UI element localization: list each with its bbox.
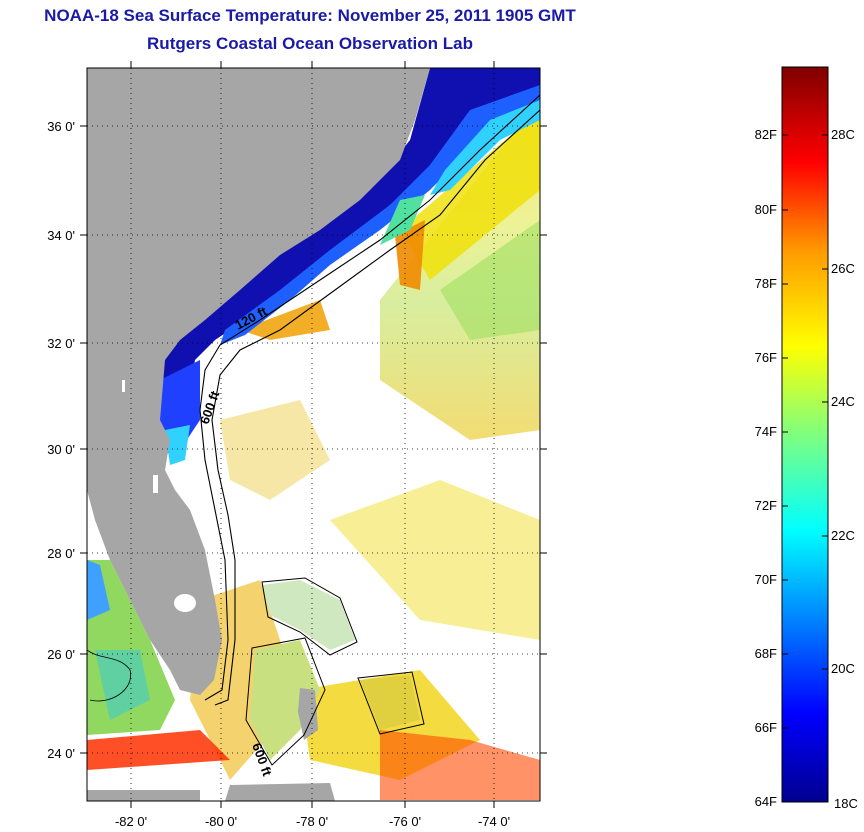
cbar-f-76: 76F: [755, 350, 777, 365]
eleuthera-contour: [357, 671, 425, 735]
map-frame: [86, 67, 541, 802]
lon-label-74: -74 0': [478, 814, 510, 829]
cbar-f-68: 68F: [755, 646, 777, 661]
lat-label-28: 28 0': [47, 546, 75, 561]
contour-600ft-line: [211, 109, 540, 706]
gulf-contour: [87, 649, 132, 702]
cbar-f-74: 74F: [755, 424, 777, 439]
lon-label-80: -80 0': [205, 814, 237, 829]
longitude-labels: -82 0' -80 0' -78 0' -76 0' -74 0': [115, 814, 510, 829]
lat-label-24: 24 0': [47, 746, 75, 761]
cbar-f-80: 80F: [755, 202, 777, 217]
cbar-c-18: 18C: [834, 796, 858, 811]
lat-label-30: 30 0': [47, 442, 75, 457]
land-masses: [87, 68, 430, 801]
cbar-c-26: 26C: [831, 261, 855, 276]
map-ticks: [80, 61, 547, 808]
cbar-f-64: 64F: [755, 794, 777, 809]
cbar-c-24: 24C: [831, 394, 855, 409]
bathymetry-contours: [87, 94, 540, 766]
lat-label-32: 32 0': [47, 336, 75, 351]
colorbar: [781, 66, 829, 803]
lon-label-76: -76 0': [389, 814, 421, 829]
colorbar-ticks: [782, 134, 828, 729]
lat-label-26: 26 0': [47, 647, 75, 662]
great-bahama-bank-contour: [245, 637, 326, 766]
lon-label-82: -82 0': [115, 814, 147, 829]
graticule: [87, 68, 540, 801]
cbar-f-72: 72F: [755, 498, 777, 513]
map-title: NOAA-18 Sea Surface Temperature: Novembe…: [44, 6, 576, 25]
contour-120ft-line: [199, 94, 540, 701]
cbar-f-82: 82F: [755, 127, 777, 142]
cbar-c-20: 20C: [831, 661, 855, 676]
map-subtitle: Rutgers Coastal Ocean Observation Lab: [147, 34, 473, 53]
lon-label-78: -78 0': [296, 814, 328, 829]
cbar-f-78: 78F: [755, 276, 777, 291]
lat-label-36: 36 0': [47, 119, 75, 134]
cbar-c-22: 22C: [831, 528, 855, 543]
colorbar-fahrenheit-labels: 64F 66F 68F 70F 72F 74F 76F 78F 80F 82F: [755, 127, 777, 809]
latitude-labels: 36 0' 34 0' 32 0' 30 0' 28 0' 26 0' 24 0…: [47, 119, 75, 761]
lat-label-34: 34 0': [47, 228, 75, 243]
colorbar-celsius-labels: 18C 20C 22C 24C 26C 28C: [831, 127, 858, 811]
cbar-f-66: 66F: [755, 720, 777, 735]
little-bahama-bank-contour: [261, 577, 358, 656]
cbar-f-70: 70F: [755, 572, 777, 587]
cbar-c-28: 28C: [831, 127, 855, 142]
